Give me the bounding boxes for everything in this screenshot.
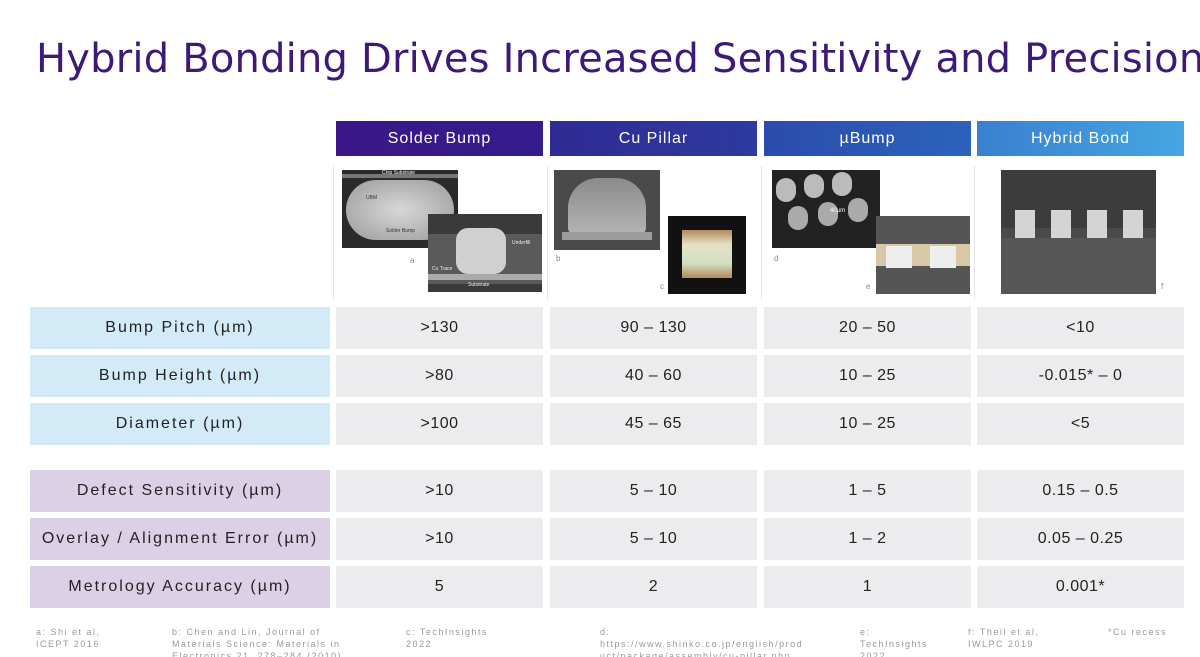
table-cell: -0.015* – 0	[977, 355, 1184, 397]
image-tag-d: d	[774, 254, 779, 263]
row-label-overlay-alignment-error: Overlay / Alignment Error (µm)	[30, 518, 330, 560]
ubump-optical-image	[876, 216, 970, 294]
column-header-solder-bump: Solder Bump	[336, 121, 543, 156]
table-cell: 20 – 50	[764, 307, 971, 349]
table-cell: >100	[336, 403, 543, 445]
pitch-40-label: 40µm	[830, 208, 846, 214]
underfill-label: Underfill	[512, 240, 531, 246]
chip-substrate-label: Chip Substrate	[382, 170, 416, 176]
substrate-label: Substrate	[468, 282, 490, 288]
image-cu-pillar: b c	[547, 166, 758, 300]
table-cell: 5	[336, 566, 543, 608]
solder-bump-cross-section-image: Chip Substrate UBM Solder Bump	[342, 170, 458, 248]
table-cell: 45 – 65	[550, 403, 757, 445]
footnote-e: e: TechInsights 2022	[860, 627, 929, 657]
ubump-sem-image: 40µm	[772, 170, 880, 248]
underfill-cross-section-image: Underfill Cu Trace Substrate	[428, 214, 542, 292]
image-tag-f: f	[1161, 282, 1164, 291]
row-label-metrology-accuracy: Metrology Accuracy (µm)	[30, 566, 330, 608]
cu-pillar-cross-section-image	[554, 170, 660, 250]
column-header-ubump: µBump	[764, 121, 971, 156]
image-ubump: 40µm d e	[761, 166, 972, 300]
ubm-label: UBM	[366, 195, 378, 201]
table-cell: >130	[336, 307, 543, 349]
footnote-a: a: Shi et al, ICEPT 2016	[36, 627, 101, 649]
table-cell: 0.15 – 0.5	[977, 470, 1184, 512]
table-cell: 0.001*	[977, 566, 1184, 608]
hybrid-bond-sem-image	[1001, 170, 1156, 294]
cu-pillar-optical-image	[668, 216, 746, 294]
table-cell: 1	[764, 566, 971, 608]
table-cell: 90 – 130	[550, 307, 757, 349]
footnote-c: c: TechInsights 2022	[406, 627, 488, 649]
solder-bump-image-label: Solder Bump	[386, 228, 415, 234]
column-header-cu-pillar: Cu Pillar	[550, 121, 757, 156]
table-cell: 1 – 2	[764, 518, 971, 560]
table-cell: >80	[336, 355, 543, 397]
table-cell: 5 – 10	[550, 470, 757, 512]
row-label-diameter: Diameter (µm)	[30, 403, 330, 445]
table-cell: >10	[336, 518, 543, 560]
table-cell: >10	[336, 470, 543, 512]
table-cell: 2	[550, 566, 757, 608]
table-cell: 5 – 10	[550, 518, 757, 560]
image-hybrid-bond: f	[974, 166, 1185, 300]
table-cell: 10 – 25	[764, 403, 971, 445]
footnote-d: d: https://www.shinko.co.jp/english/prod…	[600, 627, 804, 657]
row-label-defect-sensitivity: Defect Sensitivity (µm)	[30, 470, 330, 512]
table-cell: 0.05 – 0.25	[977, 518, 1184, 560]
image-tag-c: c	[660, 282, 664, 291]
footnote-cu-recess: *Cu recess	[1108, 627, 1168, 637]
row-label-bump-pitch: Bump Pitch (µm)	[30, 307, 330, 349]
footnote-f: f: Theil et al, IWLPC 2019	[968, 627, 1040, 649]
image-tag-b: b	[556, 254, 561, 263]
row-label-bump-height: Bump Height (µm)	[30, 355, 330, 397]
table-cell: 1 – 5	[764, 470, 971, 512]
table-cell: 40 – 60	[550, 355, 757, 397]
column-header-hybrid-bond: Hybrid Bond	[977, 121, 1184, 156]
table-cell: <10	[977, 307, 1184, 349]
page-title: Hybrid Bonding Drives Increased Sensitiv…	[36, 36, 1200, 82]
footnote-b: b: Chen and Lin, Journal of Materials Sc…	[172, 627, 343, 657]
cu-trace-label: Cu Trace	[432, 266, 453, 272]
table-cell: 10 – 25	[764, 355, 971, 397]
image-tag-e: e	[866, 282, 871, 291]
table-cell: <5	[977, 403, 1184, 445]
image-solder-bump: Chip Substrate UBM Solder Bump Underfill…	[333, 166, 544, 300]
image-tag-a: a	[410, 256, 415, 265]
